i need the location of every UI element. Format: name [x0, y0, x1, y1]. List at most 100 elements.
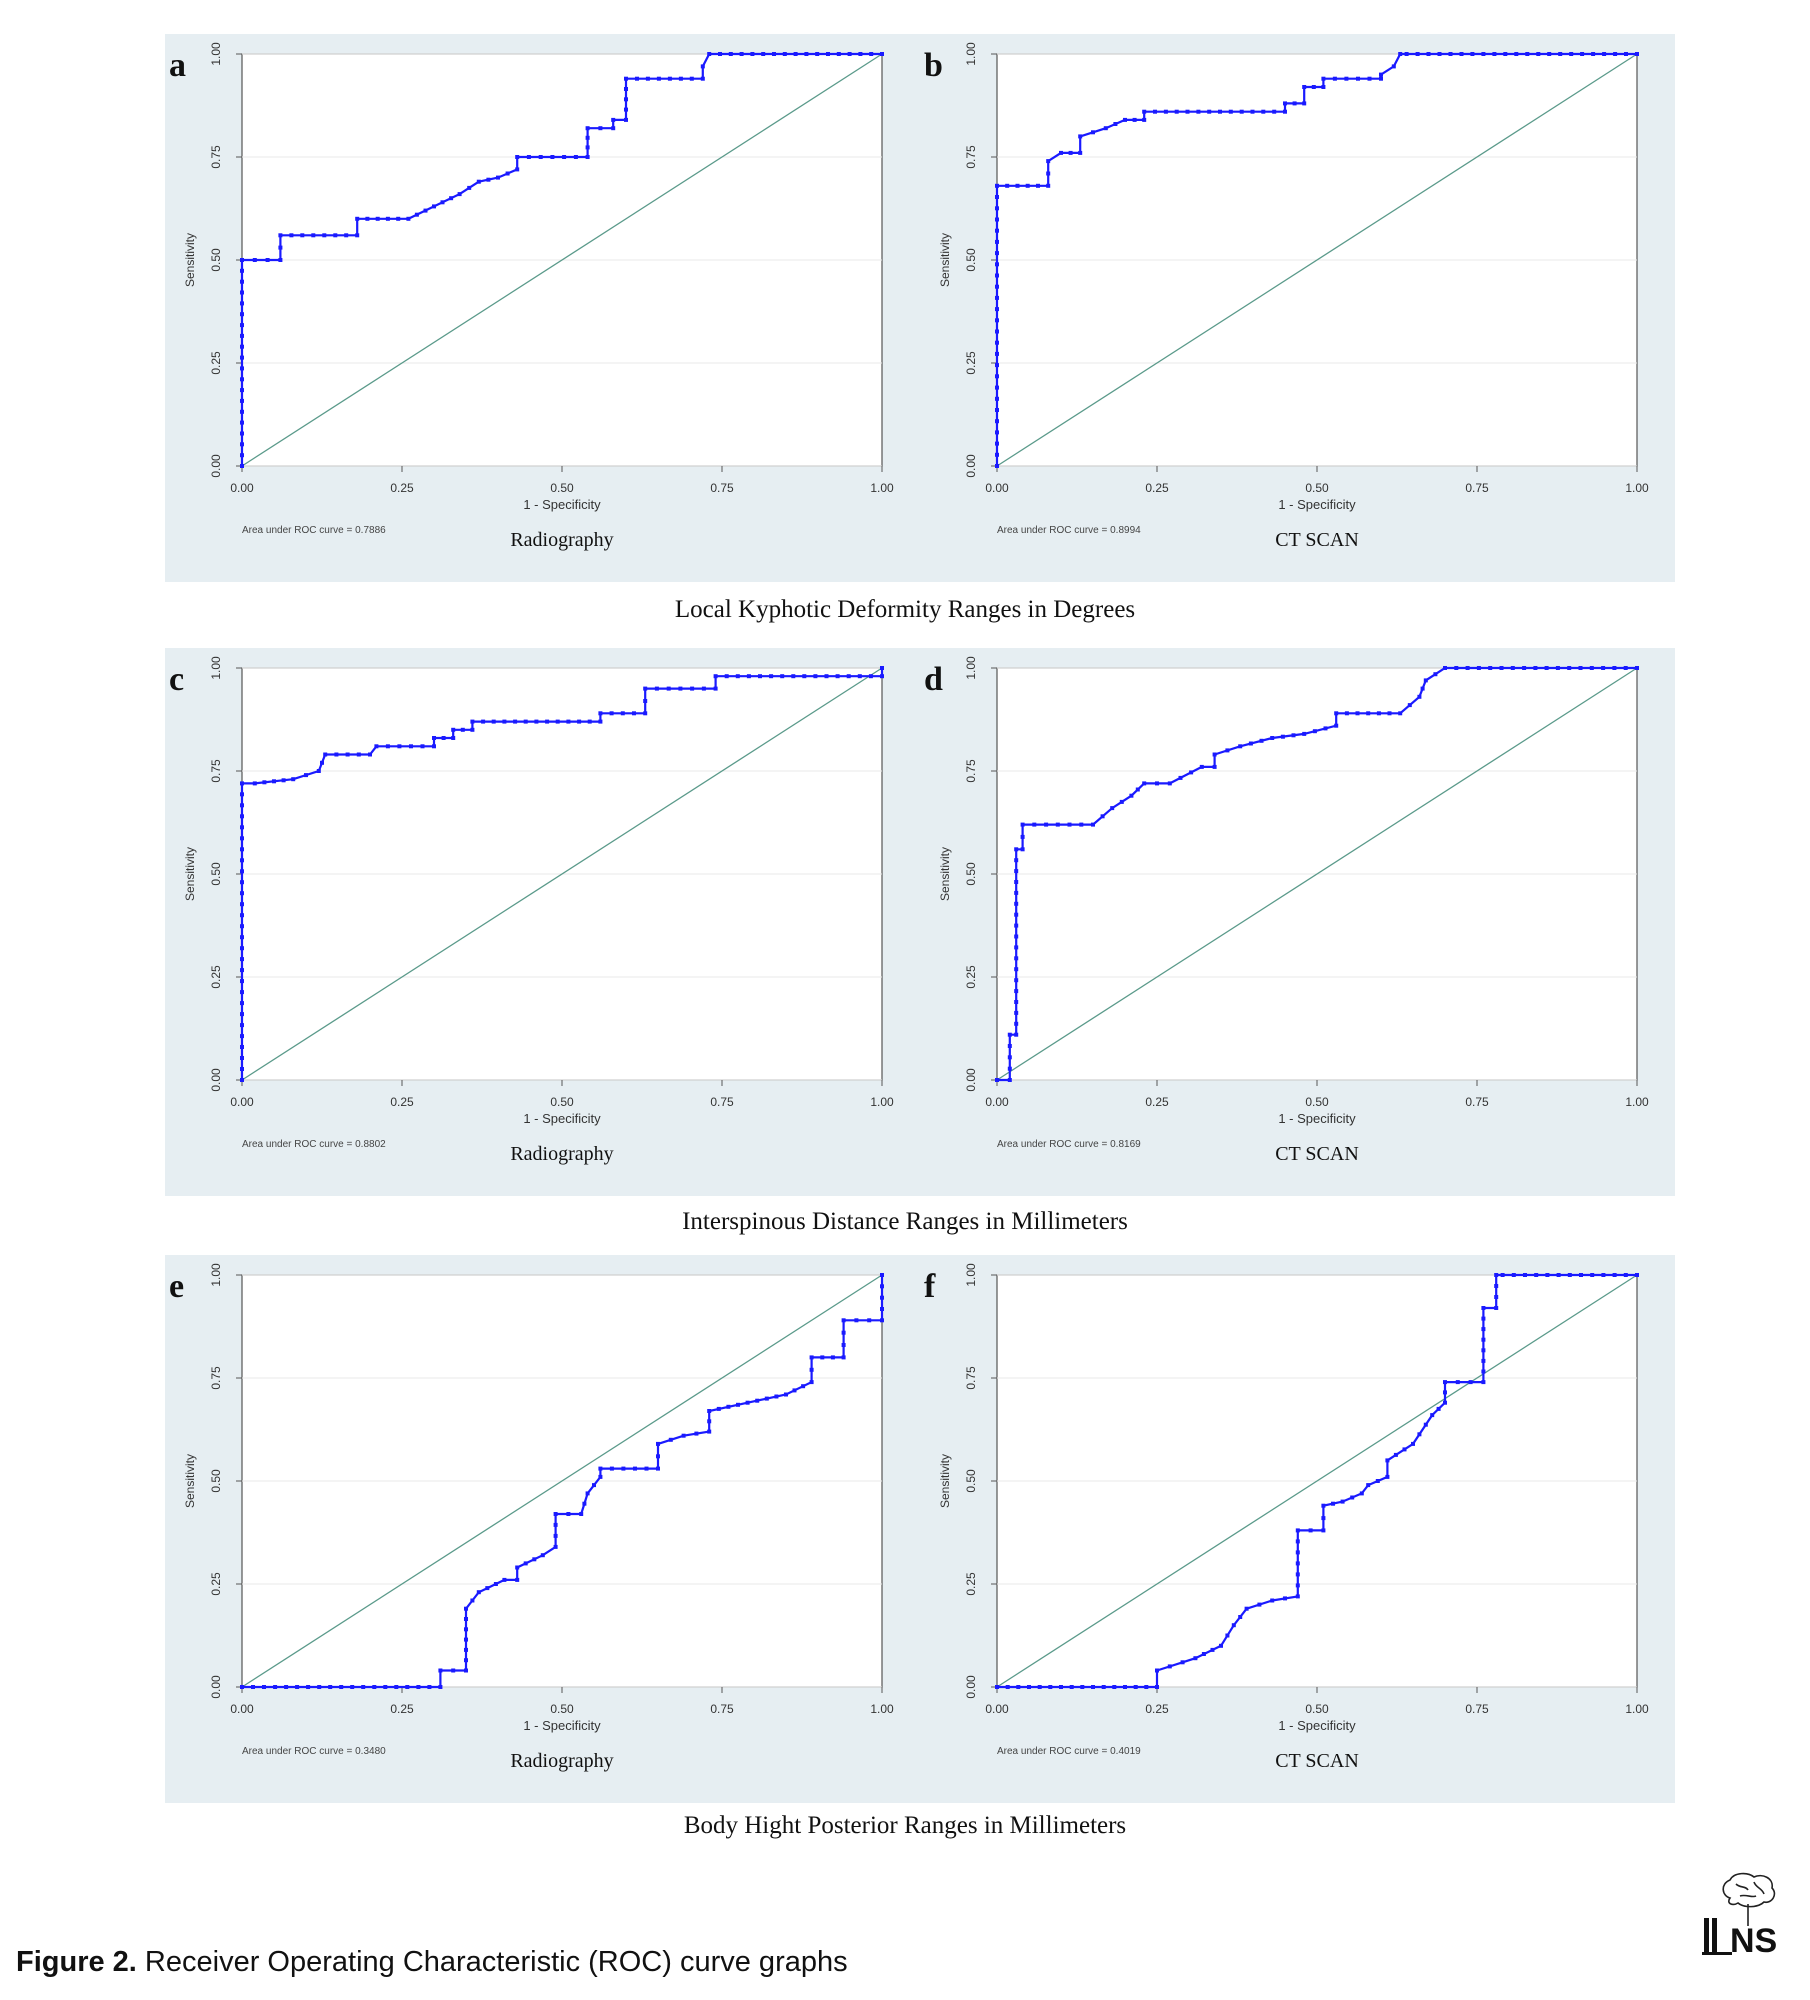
chart-e-ytick-label-4: 1.00	[209, 1263, 223, 1287]
chart-e-reference-line	[241, 1274, 883, 1688]
chart-e-roc-point-4	[284, 1685, 289, 1689]
chart-c-roc-point-76	[690, 686, 695, 691]
chart-b-roc-point-75	[1437, 52, 1442, 56]
chart-a-xtick-label-3: 0.75	[710, 481, 734, 495]
chart-e-roc-point-23	[464, 1647, 468, 1652]
chart-c-roc-point-48	[441, 736, 446, 740]
chart-f-roc-point-48	[1385, 1458, 1390, 1463]
chart-e-roc-point-20	[451, 1668, 456, 1673]
chart-c-roc-point-38	[345, 752, 350, 757]
chart-c-roc-point-51	[460, 727, 465, 732]
chart-a-panel-label: a	[169, 47, 186, 84]
chart-a-roc-point-42	[449, 196, 454, 201]
chart-f-roc-point-1	[1005, 1685, 1010, 1689]
chart-b-roc-point-88	[1580, 52, 1585, 56]
chart-d-roc-point-37	[1135, 787, 1140, 792]
chart-a-roc-point-61	[611, 126, 616, 131]
chart-c-roc-point-50	[451, 727, 456, 732]
chart-c-roc-point-43	[397, 744, 402, 749]
chart-e-ytick-label-1: 0.25	[209, 1572, 223, 1596]
chart-a-roc-point-21	[265, 258, 270, 262]
chart-d-roc-point-33	[1100, 814, 1105, 819]
chart-d-panel-label: d	[924, 661, 943, 698]
chart-f-roc-point-27	[1257, 1602, 1262, 1607]
chart-b-roc-point-3	[995, 430, 999, 435]
chart-c-roc-point-9	[240, 979, 244, 984]
chart-c-roc-point-52	[470, 727, 475, 732]
chart-a-reference-line	[241, 53, 883, 467]
chart-d-roc-point-76	[1522, 666, 1527, 670]
chart-b-roc-point-61	[1311, 85, 1316, 89]
chart-f-xtick-label-4: 1.00	[1625, 1702, 1649, 1716]
chart-c-roc-point-60	[545, 719, 550, 724]
chart-e-panel-label: e	[169, 1268, 184, 1305]
chart-b-roc-point-71	[1398, 52, 1403, 56]
chart-e-roc-point-62	[716, 1406, 721, 1411]
chart-b-roc-point-33	[1059, 150, 1063, 155]
chart-d-roc-point-18	[1014, 901, 1019, 906]
chart-b-ytick-label-4: 1.00	[964, 42, 978, 66]
chart-f-roc-point-82	[1601, 1273, 1606, 1277]
chart-b-subtitle: CT SCAN	[1275, 529, 1359, 551]
chart-b-roc-point-82	[1514, 52, 1519, 56]
roc-chart-a: 0.00 0.25 0.50 0.75 1.00 0.00 0.25 0.50 0.75 1.00…	[169, 42, 894, 551]
chart-d-roc-point-58	[1344, 711, 1349, 716]
chart-c-roc-point-59	[534, 719, 539, 724]
chart-a-roc-point-82	[772, 52, 776, 56]
chart-d-roc-point-7	[1014, 1021, 1019, 1026]
chart-a-roc-point-59	[585, 126, 590, 131]
chart-f-ytick-label-3: 0.75	[964, 1366, 978, 1390]
chart-a-roc-point-58	[585, 135, 590, 140]
chart-c-roc-point-82	[746, 674, 751, 679]
chart-a-roc-point-5	[240, 409, 244, 414]
chart-b-roc-point-15	[995, 295, 999, 300]
chart-e-roc-point-39	[553, 1533, 558, 1538]
chart-f-roc-point-18	[1180, 1660, 1185, 1665]
chart-f-roc-point-24	[1231, 1623, 1236, 1628]
chart-c-roc-point-13	[240, 935, 244, 940]
chart-f-roc-point-16	[1155, 1668, 1159, 1673]
chart-b-xtick-label-1: 0.25	[1145, 481, 1169, 495]
chart-e-ytick-label-0: 0.00	[209, 1675, 223, 1699]
chart-c-roc-point-18	[240, 880, 244, 885]
chart-b-roc-point-59	[1302, 101, 1307, 106]
chart-f-roc-point-57	[1443, 1390, 1447, 1395]
chart-f-roc-point-66	[1481, 1327, 1486, 1332]
chart-c-ytick-label-1: 0.25	[209, 965, 223, 989]
chart-f-roc-point-6	[1059, 1685, 1063, 1689]
chart-a-roc-point-63	[624, 117, 628, 122]
chart-e-roc-point-81	[854, 1318, 859, 1323]
chart-b-roc-point-6	[995, 396, 999, 401]
chart-e-roc-point-49	[609, 1466, 614, 1471]
chart-b-roc-point-70	[1391, 64, 1396, 69]
chart-b-roc-point-49	[1207, 109, 1212, 114]
chart-e-roc-point-32	[502, 1577, 507, 1582]
journal-logo: NS	[1702, 1872, 1777, 1960]
chart-a-auc-note: Area under ROC curve = 0.7886	[242, 525, 386, 536]
chart-d-roc-point-62	[1387, 711, 1392, 716]
chart-f-roc-point-71	[1494, 1284, 1499, 1288]
chart-f-roc-point-7	[1069, 1685, 1074, 1689]
chart-f-roc-point-49	[1393, 1452, 1398, 1457]
chart-c-roc-point-8	[240, 990, 244, 995]
chart-c-roc-point-4	[240, 1034, 244, 1039]
chart-d-roc-point-71	[1465, 666, 1470, 670]
chart-e-subtitle: Radiography	[510, 1750, 613, 1772]
chart-d-roc-point-46	[1225, 748, 1230, 753]
chart-b-roc-point-25	[995, 183, 999, 188]
chart-b-roc-point-24	[995, 195, 999, 199]
chart-f-roc-point-73	[1500, 1273, 1505, 1277]
chart-a-roc-point-3	[240, 431, 244, 436]
chart-b-roc-point-29	[1036, 183, 1040, 188]
chart-d-roc-point-0	[995, 1078, 999, 1082]
chart-b-ytick-label-2: 0.50	[964, 248, 978, 272]
chart-a-roc-point-41	[440, 200, 445, 205]
chart-e-roc-point-18	[438, 1685, 443, 1689]
chart-f-roc-point-36	[1295, 1528, 1300, 1533]
chart-b-roc-point-41	[1132, 117, 1137, 122]
chart-e-roc-point-37	[540, 1553, 545, 1558]
chart-b-roc-point-83	[1525, 52, 1530, 56]
chart-a-roc-point-92	[880, 52, 884, 56]
chart-b-roc-point-91	[1613, 52, 1618, 56]
chart-c-roc-point-79	[713, 674, 718, 679]
